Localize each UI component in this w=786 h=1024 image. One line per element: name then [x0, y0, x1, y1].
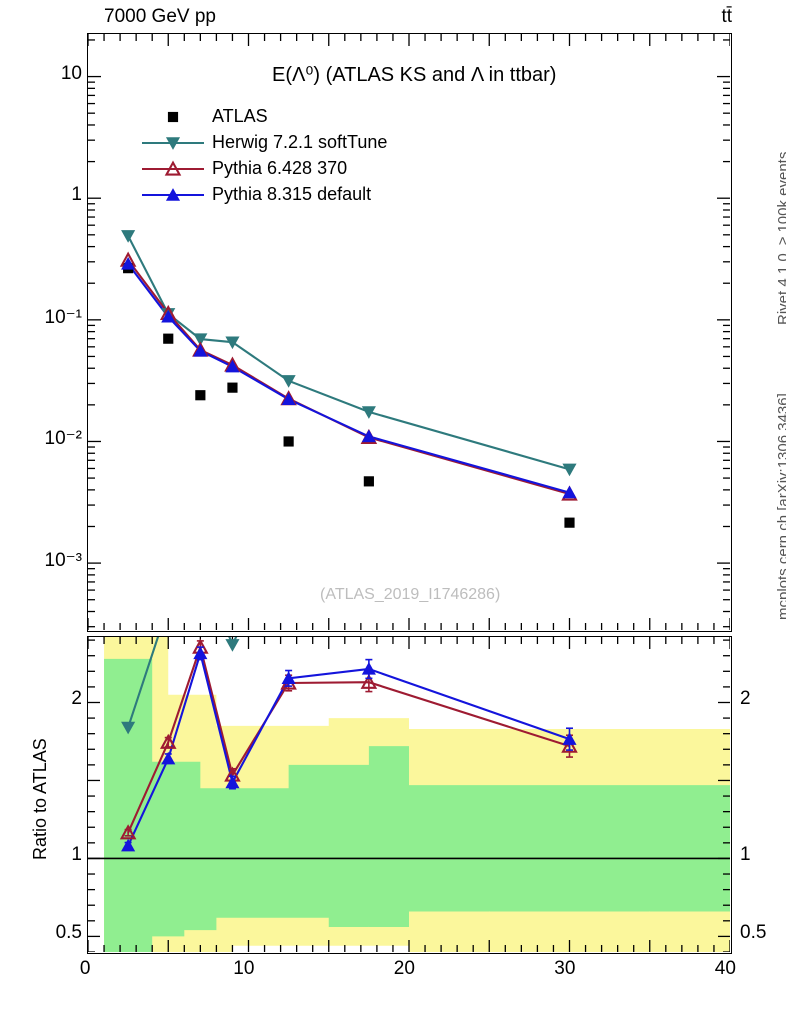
data-marker	[165, 137, 181, 150]
main-y-tick-label: 1	[71, 184, 82, 206]
data-marker	[225, 359, 240, 373]
ratio-y-tick-label: 2	[71, 688, 82, 710]
legend-marker-filled-square	[167, 111, 179, 123]
ratio-y-tick-label-right: 0.5	[740, 922, 767, 944]
ratio-y-tick-label-right: 1	[740, 844, 751, 866]
series-line	[127, 263, 570, 494]
analysis-id-watermark: (ATLAS_2019_I1746286)	[320, 586, 501, 603]
legend-label: Pythia 6.428 370	[212, 158, 348, 178]
legend-marker-filled-down-triangle	[142, 137, 204, 150]
data-marker	[195, 390, 206, 401]
series-markers	[123, 263, 575, 528]
data-marker	[561, 737, 578, 753]
header-left-label: 7000 GeV pp	[104, 6, 216, 27]
legend-label: ATLAS	[212, 106, 268, 126]
data-marker	[163, 333, 174, 344]
data-marker	[281, 392, 296, 406]
rivet-version-label: Rivet 4.1.0, ≥ 100k events	[775, 151, 786, 325]
data-marker	[225, 775, 240, 789]
data-marker	[193, 646, 208, 660]
main-y-tick-label: 10⁻¹	[44, 306, 83, 328]
data-marker	[281, 375, 296, 388]
series-markers	[121, 257, 577, 499]
data-marker	[167, 111, 179, 123]
legend-marker-filled-up-triangle	[142, 188, 204, 201]
data-marker	[121, 721, 136, 735]
data-marker	[361, 662, 376, 675]
series-markers	[119, 251, 578, 501]
data-marker	[283, 436, 294, 447]
data-marker	[164, 160, 182, 176]
data-marker	[193, 344, 208, 357]
data-marker	[121, 257, 136, 270]
data-marker	[165, 188, 181, 201]
data-marker	[562, 485, 577, 499]
ratio-x-tick-label: 30	[554, 958, 576, 979]
data-marker	[361, 406, 376, 419]
ratio-x-tick-label: 40	[714, 958, 736, 979]
data-marker	[363, 476, 374, 487]
data-marker	[161, 751, 176, 765]
data-marker	[562, 732, 577, 745]
ratio-series-markers	[121, 646, 577, 852]
ratio-axis-title: Ratio to ATLAS	[30, 738, 50, 860]
ratio-y-tick-label-right: 2	[740, 688, 751, 710]
main-plot-canvas	[88, 34, 730, 630]
data-marker	[161, 309, 176, 323]
series-markers	[121, 230, 577, 477]
ratio-plot-panel	[87, 636, 732, 954]
data-marker	[562, 463, 577, 477]
ratio-x-tick-label: 20	[393, 958, 415, 979]
data-marker	[360, 673, 378, 689]
data-marker	[225, 336, 240, 350]
main-y-tick-label: 10⁻³	[44, 550, 83, 572]
legend-marker-open-up-triangle	[142, 160, 204, 176]
header-right-label: tt̄	[721, 6, 732, 27]
data-marker	[361, 429, 376, 443]
data-marker	[121, 230, 136, 243]
legend-label: Herwig 7.2.1 softTune	[212, 132, 388, 152]
plot-title: E(Λ⁰) (ATLAS KS and Λ in ttbar)	[272, 64, 557, 86]
ratio-plot-canvas	[88, 637, 730, 952]
main-axis-ticks	[88, 34, 730, 630]
green-uncertainty-band	[104, 658, 730, 952]
data-marker	[225, 639, 240, 652]
data-marker	[564, 517, 575, 528]
ratio-x-tick-label: 10	[233, 958, 255, 979]
data-marker	[281, 671, 296, 685]
main-y-tick-label: 10⁻²	[44, 428, 83, 450]
series-line	[127, 259, 570, 496]
ratio-axis-ticks	[88, 637, 730, 952]
ratio-y-tick-label: 1	[71, 844, 82, 866]
main-y-tick-label: 10	[60, 62, 82, 84]
data-marker	[119, 824, 137, 840]
mcplots-source-label: mcplots.cern.ch [arXiv:1306.3436]	[775, 393, 786, 620]
legend-label: Pythia 8.315 default	[212, 184, 372, 204]
data-marker	[121, 838, 136, 852]
data-marker	[227, 382, 238, 393]
ratio-y-tick-label: 0.5	[55, 922, 82, 944]
ratio-series-markers	[121, 639, 240, 735]
data-marker	[159, 733, 177, 749]
data-marker	[193, 333, 208, 346]
main-plot-panel	[87, 33, 732, 632]
ratio-x-tick-label: 0	[79, 958, 91, 979]
